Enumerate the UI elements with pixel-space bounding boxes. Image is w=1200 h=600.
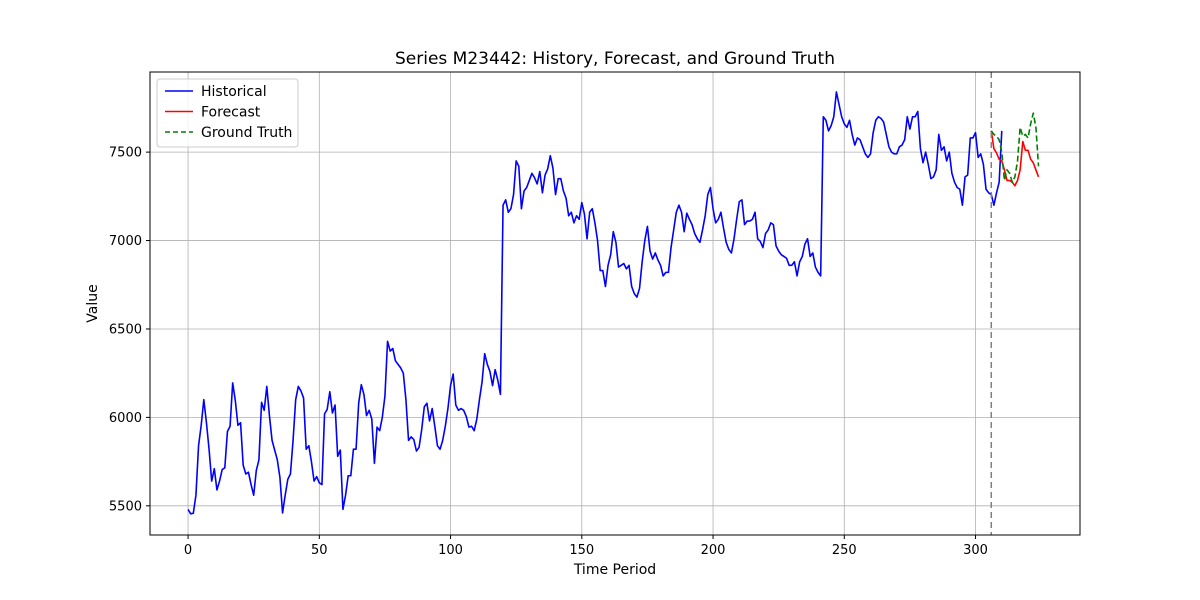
- series-line-forecast: [990, 130, 1040, 187]
- x-tick-label: 200: [701, 543, 726, 558]
- y-axis-title: Value: [85, 284, 101, 322]
- x-tick-label: 100: [438, 543, 463, 558]
- chart-title: Series M23442: History, Forecast, and Gr…: [395, 49, 835, 69]
- y-tick-label: 7000: [109, 234, 142, 249]
- x-axis-title: Time Period: [573, 562, 656, 578]
- x-tick-label: 150: [569, 543, 594, 558]
- x-tick-label: 0: [184, 543, 192, 558]
- x-axis: 0 50 100 150 200 250 300: [184, 535, 988, 558]
- legend-box: [156, 78, 299, 148]
- y-axis: 5500 6000 6500 7000 7500: [109, 146, 150, 514]
- legend-label-ground-truth: Ground Truth: [201, 125, 292, 141]
- x-tick-label: 250: [832, 543, 857, 558]
- legend-label-forecast: Forecast: [201, 105, 261, 121]
- plot-area: [149, 71, 1081, 536]
- legend: Historical Forecast Ground Truth: [156, 78, 299, 148]
- x-tick-label: 300: [963, 543, 988, 558]
- series-line-ground-truth: [990, 112, 1040, 183]
- y-tick-label: 7500: [109, 146, 142, 161]
- series-lines: [187, 91, 1040, 515]
- y-tick-label: 5500: [109, 499, 142, 514]
- x-tick-label: 50: [311, 543, 328, 558]
- legend-label-historical: Historical: [201, 84, 267, 100]
- series-line-historical: [187, 91, 1003, 515]
- grid-lines: [150, 72, 1080, 535]
- y-tick-label: 6000: [109, 411, 142, 426]
- y-tick-label: 6500: [109, 322, 142, 337]
